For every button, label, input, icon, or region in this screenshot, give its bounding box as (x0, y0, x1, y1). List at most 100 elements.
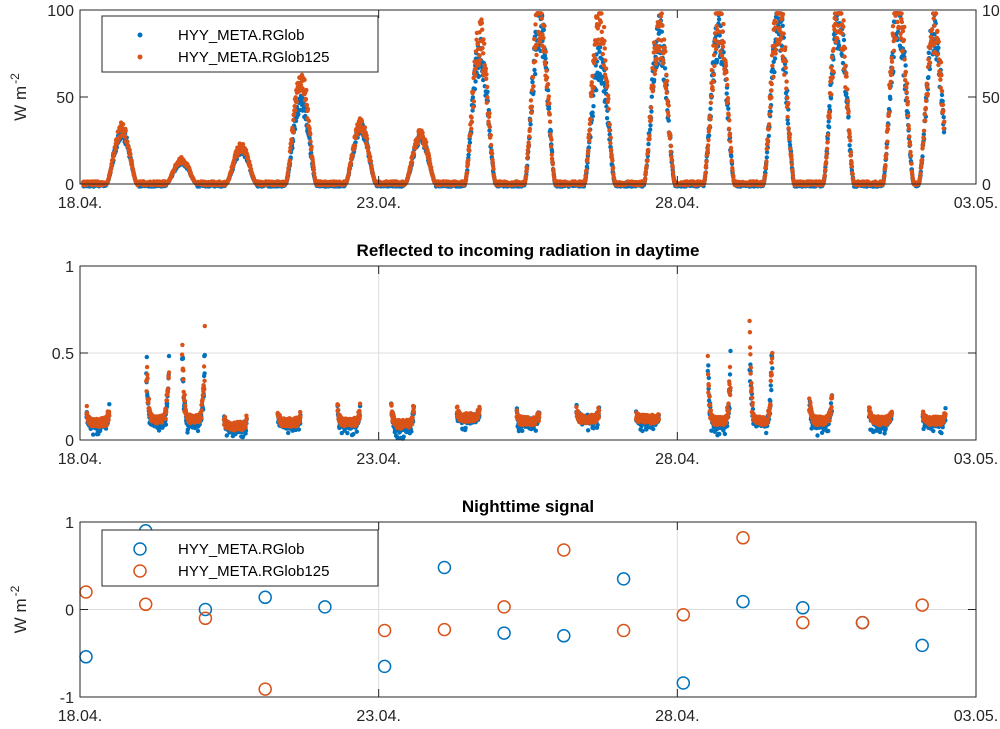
radiation-point-series2 (469, 119, 475, 125)
radiation-point-series2 (304, 102, 310, 108)
radiation-point-series2 (481, 51, 486, 56)
radiation-point-series2 (727, 118, 732, 123)
radiation-point-series2 (608, 135, 613, 140)
radiation-point-series2 (663, 86, 669, 91)
radiation-point-series2 (491, 166, 496, 172)
radiation-point-series2 (841, 24, 846, 29)
radiation-point-series2 (787, 132, 793, 137)
radiation-point-series2 (525, 151, 530, 156)
radiation-point-series2 (533, 22, 538, 27)
radiation-point-series2 (547, 119, 553, 124)
radiation-point-series2 (707, 124, 712, 129)
radiation-point-series2 (529, 104, 535, 109)
radiation-point-series2 (845, 103, 850, 108)
radiation-point-series2 (473, 66, 478, 71)
radiation-point-series2 (720, 29, 725, 34)
radiation-point-series1 (936, 45, 941, 50)
radiation-point-series1 (470, 95, 476, 100)
radiation-point-series1 (721, 50, 726, 55)
radiation-point-series1 (940, 99, 945, 104)
radiation-point-series2 (365, 144, 371, 149)
radiation-point-series2 (827, 115, 832, 120)
radiation-point-series2 (664, 90, 669, 96)
radiation-point-series2 (610, 165, 616, 170)
radiation-point-series2 (669, 158, 675, 163)
radiation-point-series2 (428, 161, 433, 166)
radiation-point-series2 (590, 73, 595, 79)
radiation-point-series1 (926, 50, 931, 55)
radiation-point-series2 (480, 27, 485, 32)
radiation-point-series2 (666, 103, 671, 108)
radiation-point-series2 (290, 130, 296, 135)
radiation-point-series1 (476, 74, 482, 79)
radiation-point-series2 (348, 161, 354, 166)
radiation-point-series2 (766, 122, 772, 127)
radiation-point-series2 (729, 149, 734, 154)
radiation-point-series1 (706, 133, 712, 138)
radiation-point-series1 (772, 56, 778, 61)
radiation-point-series1 (533, 71, 538, 77)
radiation-point-series2 (603, 58, 608, 63)
radiation-point-series2 (534, 43, 540, 48)
radiation-point-series2 (429, 165, 434, 170)
radiation-point-series2 (526, 143, 532, 149)
radiation-point-series2 (720, 44, 726, 49)
radiation-point-series2 (527, 126, 533, 132)
radiation-point-series2 (708, 117, 713, 122)
radiation-point-series1 (466, 152, 471, 157)
radiation-point-series2 (659, 11, 664, 16)
radiation-point-series2 (479, 20, 485, 26)
radiation-point-series2 (705, 143, 711, 148)
radiation-point-series1 (473, 79, 478, 84)
radiation-point-series2 (545, 82, 551, 87)
radiation-point-series2 (846, 108, 851, 114)
radiation-point-series2 (709, 67, 714, 73)
radiation-point-series2 (593, 56, 598, 62)
radiation-point-series2 (708, 100, 713, 106)
radiation-point-series2 (841, 18, 846, 23)
radiation-point-series2 (413, 146, 418, 151)
radiation-point-series2 (291, 117, 296, 123)
radiation-point-series2 (524, 166, 530, 172)
radiation-point-series1 (828, 96, 834, 101)
radiation-point-series2 (538, 39, 543, 45)
radiation-point-series2 (115, 129, 121, 134)
radiation-point-series2 (111, 153, 117, 158)
radiation-point-series1 (941, 115, 946, 120)
radiation-point-series2 (539, 11, 544, 16)
radiation-point-series2 (304, 87, 309, 93)
radiation-point-series2 (546, 94, 551, 99)
radiation-point-series1 (771, 59, 776, 64)
radiation-point-series2 (843, 63, 848, 68)
radiation-point-series2 (650, 89, 655, 94)
radiation-point-series2 (730, 168, 735, 173)
radiation-point-series2 (305, 106, 311, 112)
radiation-point-series1 (646, 141, 651, 147)
radiation-point-series2 (725, 96, 731, 101)
radiation-point-series2 (303, 96, 309, 102)
radiation-point-series2 (600, 51, 605, 57)
radiation-point-series2 (245, 155, 251, 160)
radiation-point-series2 (129, 158, 134, 163)
radiation-point-series2 (839, 11, 844, 16)
radiation-point-series2 (834, 36, 840, 41)
radiation-point-series2 (654, 56, 659, 61)
radiation-point-series2 (773, 25, 778, 30)
radiation-point-series1 (780, 23, 785, 28)
radiation-point-series2 (309, 144, 314, 149)
radiation-point-series1 (726, 106, 731, 111)
radiation-point-series2 (643, 176, 648, 181)
radiation-point-series2 (845, 87, 850, 92)
radiation-point-series2 (785, 95, 790, 101)
radiation-point-series2 (831, 69, 836, 74)
radiation-point-series2 (844, 74, 849, 79)
radiation-point-series2 (668, 149, 673, 154)
radiation-point-series1 (716, 17, 722, 22)
radiation-point-series2 (764, 159, 769, 164)
radiation-point-series2 (823, 159, 829, 165)
radiation-point-series2 (131, 169, 136, 174)
radiation-point-series2 (825, 132, 831, 138)
radiation-point-series2 (712, 63, 717, 69)
radiation-point-series1 (649, 94, 654, 99)
radiation-point-series2 (646, 147, 651, 153)
